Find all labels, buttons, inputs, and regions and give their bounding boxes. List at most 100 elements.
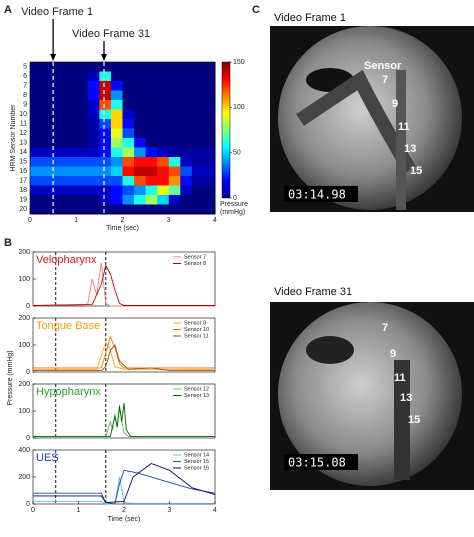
heatmap-cell xyxy=(64,71,77,82)
heatmap-cell xyxy=(157,109,170,120)
legend-label: Sensor 13 xyxy=(184,393,209,399)
heatmap-cell xyxy=(180,195,193,205)
heatmap-cell xyxy=(110,195,123,205)
heatmap-cell xyxy=(157,195,170,205)
panel-letter: C xyxy=(252,4,260,16)
heatmap-cell xyxy=(180,185,193,196)
y-tick-label: 10 xyxy=(19,111,27,118)
heatmap-cell xyxy=(110,62,123,72)
sensor-label: 7 xyxy=(382,74,388,86)
line-series xyxy=(33,402,215,438)
heatmap-cell xyxy=(53,81,66,91)
heatmap-cell xyxy=(122,109,135,120)
heatmap-cell xyxy=(99,71,112,82)
heatmap-cell xyxy=(168,185,181,196)
heatmap-cell xyxy=(30,109,43,120)
heatmap-cell xyxy=(41,166,54,177)
heatmap-cell xyxy=(53,204,66,215)
x-tick-label: 3 xyxy=(167,217,171,224)
heatmap-cell xyxy=(64,90,77,101)
heatmap-cell xyxy=(53,119,66,129)
heatmap-cell xyxy=(41,138,54,148)
y-tick-label: 200 xyxy=(18,315,30,322)
heatmap-cell xyxy=(41,128,54,139)
y-tick-label: 9 xyxy=(23,102,27,109)
heatmap-cell xyxy=(157,166,170,177)
heatmap-cell xyxy=(134,185,147,196)
frame-title: Video Frame 1 xyxy=(274,12,346,24)
heatmap-cell xyxy=(64,176,77,186)
heatmap-cell xyxy=(53,195,66,205)
y-tick-label: 400 xyxy=(18,447,30,454)
heatmap-cell xyxy=(145,166,158,177)
sensor-label: 15 xyxy=(410,165,422,177)
sensor-label: 7 xyxy=(382,322,388,334)
heatmap-cell xyxy=(157,176,170,186)
heatmap-cell xyxy=(87,185,100,196)
frame-title: Video Frame 31 xyxy=(274,286,352,298)
heatmap-cell xyxy=(122,166,135,177)
heatmap-cell xyxy=(145,71,158,82)
heatmap-cell xyxy=(168,109,181,120)
heatmap-cell xyxy=(157,81,170,91)
y-tick-label: 0 xyxy=(26,501,30,508)
heatmap-cell xyxy=(168,147,181,158)
heatmap-cell xyxy=(41,195,54,205)
heatmap-cell xyxy=(41,147,54,158)
x-tick-label: 2 xyxy=(121,217,125,224)
sensor-label: 15 xyxy=(408,414,420,426)
y-tick-label: 200 xyxy=(18,381,30,388)
heatmap-cell xyxy=(110,128,123,139)
heatmap-cell xyxy=(122,157,135,167)
heatmap-cell xyxy=(30,147,43,158)
heatmap-cell xyxy=(99,138,112,148)
heatmap-cell xyxy=(168,204,181,215)
y-tick-label: 17 xyxy=(19,178,27,185)
heatmap-cell xyxy=(87,71,100,82)
heatmap-cell xyxy=(87,90,100,101)
heatmap-cell xyxy=(191,195,204,205)
y-tick-label: 11 xyxy=(20,121,27,128)
heatmap-cell xyxy=(53,166,66,177)
heatmap-cell xyxy=(191,90,204,101)
plot-frame xyxy=(32,317,216,373)
heatmap-cell xyxy=(87,81,100,91)
heatmap-cell xyxy=(122,81,135,91)
sensor-label: 13 xyxy=(404,143,416,155)
y-tick-label: 8 xyxy=(23,92,27,99)
heatmap-cell xyxy=(168,157,181,167)
colorbar xyxy=(221,61,231,199)
heatmap-cell xyxy=(134,109,147,120)
line-series xyxy=(33,335,215,369)
heatmap-cell xyxy=(203,166,216,177)
heatmap-cell xyxy=(41,176,54,186)
heatmap-cell xyxy=(64,147,77,158)
heatmap-cell xyxy=(87,109,100,120)
legend-label: Sensor 8 xyxy=(184,261,206,267)
line-series xyxy=(33,476,215,505)
heatmap-cell xyxy=(145,185,158,196)
heatmap-cell xyxy=(99,157,112,167)
legend-label: Sensor 14 xyxy=(184,452,209,458)
heatmap-cell xyxy=(30,90,43,101)
heatmap-cell xyxy=(99,109,112,120)
heatmap-cell xyxy=(64,100,77,110)
heatmap-cell xyxy=(157,119,170,129)
heatmap-cell xyxy=(134,166,147,177)
annotation-text: Video Frame 31 xyxy=(72,28,150,40)
heatmap-cell xyxy=(87,100,100,110)
heatmap-cell xyxy=(87,147,100,158)
heatmap-cell xyxy=(110,119,123,129)
heatmap-cell xyxy=(76,204,89,215)
heatmap-cell xyxy=(157,90,170,101)
heatmap-cell xyxy=(30,176,43,186)
heatmap-cell xyxy=(99,185,112,196)
heatmap-cell xyxy=(203,119,216,129)
y-tick-label: 0 xyxy=(26,369,30,376)
heatmap-cell xyxy=(145,157,158,167)
x-tick-label: 4 xyxy=(213,217,217,224)
heatmap-cell xyxy=(157,100,170,110)
heatmap-cell xyxy=(53,109,66,120)
heatmap-cell xyxy=(30,81,43,91)
heatmap-cell xyxy=(203,176,216,186)
